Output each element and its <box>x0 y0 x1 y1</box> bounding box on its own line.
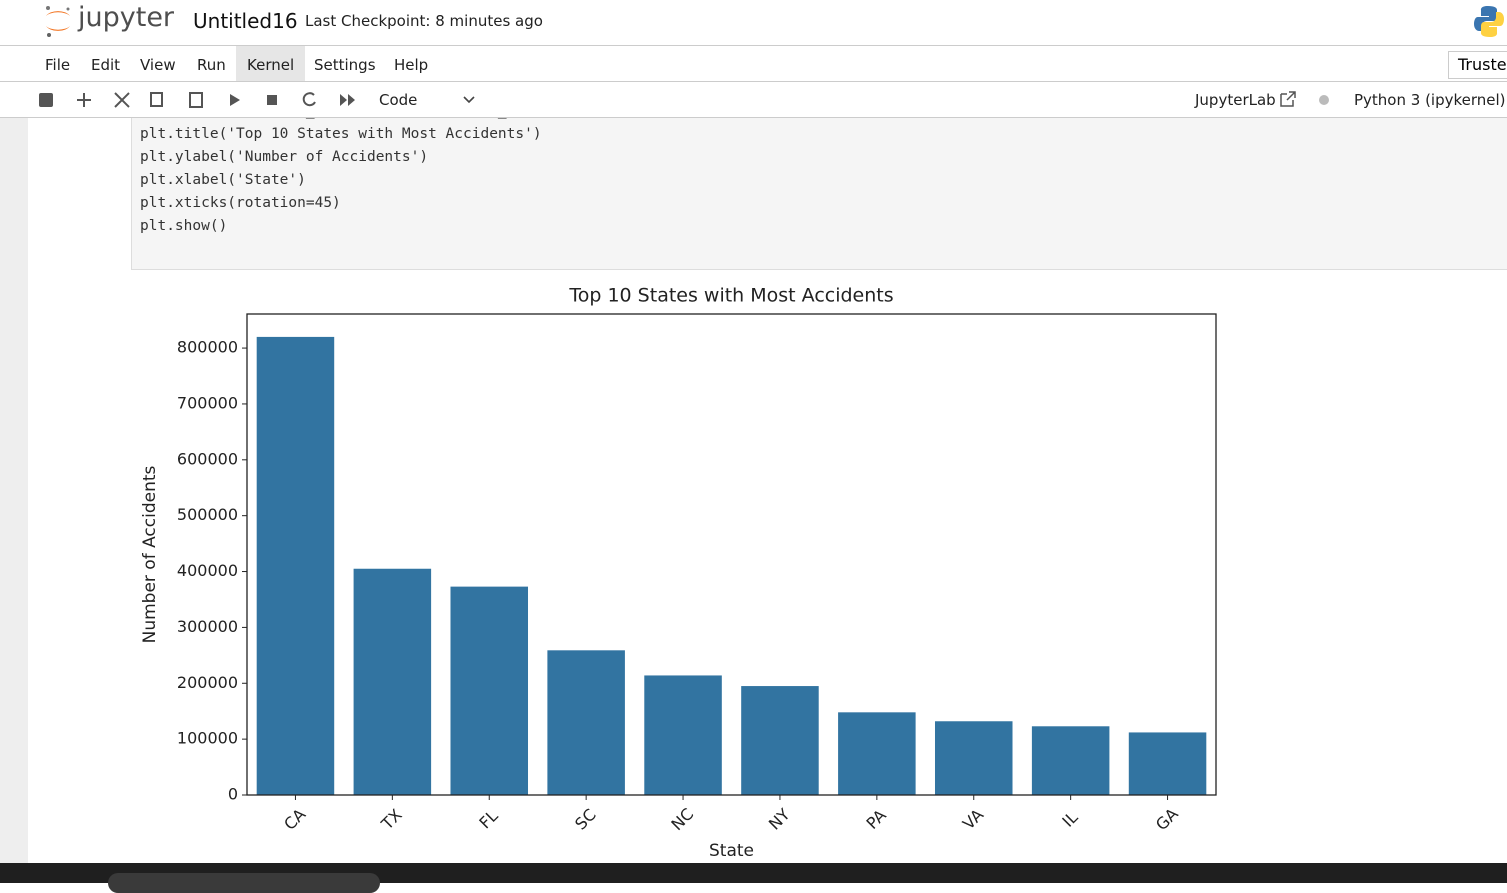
notebook-name[interactable]: Untitled16 <box>193 9 298 33</box>
y-tick-label: 600000 <box>177 449 238 468</box>
x-tick-label: IL <box>1058 808 1081 831</box>
bar <box>741 686 819 795</box>
trusted-indicator[interactable]: Trusted <box>1448 51 1507 79</box>
y-tick-label: 200000 <box>177 673 238 692</box>
paste-icon[interactable] <box>189 92 203 108</box>
code-line: plt.title('Top 10 States with Most Accid… <box>140 126 542 142</box>
bar <box>353 568 432 795</box>
bar <box>1031 726 1110 795</box>
python-logo <box>1474 6 1504 37</box>
y-tick-label: 100000 <box>177 729 238 748</box>
x-tick-label: NC <box>667 804 697 834</box>
y-tick-label: 700000 <box>177 393 238 412</box>
x-tick-label: CA <box>280 805 309 834</box>
x-tick-label: GA <box>1152 804 1182 834</box>
notebook-area: sns.barplot(x=state_counts.index, y=stat… <box>0 117 1507 863</box>
menu-item[interactable]: Kernel <box>236 46 306 81</box>
x-tick-label: NY <box>765 805 794 834</box>
bar <box>256 336 335 795</box>
search-box[interactable] <box>108 873 380 893</box>
cell-type[interactable]: Code <box>379 91 418 109</box>
checkpoint: Last Checkpoint: 8 minutes ago <box>305 12 543 30</box>
restart-icon[interactable] <box>302 92 316 107</box>
code-line: sns.barplot(x=state_counts.index, y=stat… <box>140 117 629 119</box>
y-tick-label: 300000 <box>177 617 238 636</box>
x-axis-label: State <box>709 841 754 861</box>
bar <box>838 712 916 795</box>
menu-item[interactable]: View <box>140 56 176 74</box>
code-line: plt.ylabel('Number of Accidents') <box>140 149 429 165</box>
kernel-name[interactable]: Python 3 (ipykernel) <box>1354 91 1506 109</box>
code-line: plt.xticks(rotation=45) <box>140 195 341 211</box>
save-icon[interactable] <box>39 93 53 107</box>
x-tick-label: TX <box>377 805 406 834</box>
dropdown-arrow[interactable] <box>462 94 476 106</box>
y-tick-label: 400000 <box>177 561 238 580</box>
y-tick-label: 500000 <box>177 505 238 524</box>
taskbar <box>0 863 1507 893</box>
jupyter-icon <box>46 6 70 37</box>
y-tick-label: 800000 <box>177 338 238 357</box>
kernel-status-icon <box>1319 95 1329 105</box>
external-link-icon <box>1280 91 1296 107</box>
jupyterlab-link[interactable]: JupyterLab <box>1195 91 1276 109</box>
menu-item[interactable]: File <box>45 56 71 74</box>
menu-item[interactable]: Run <box>197 56 226 74</box>
run-icon[interactable] <box>230 94 240 106</box>
add-icon[interactable] <box>77 93 91 107</box>
menu-item[interactable]: Settings <box>314 56 376 74</box>
chart-title: Top 10 States with Most Accidents <box>568 285 893 307</box>
copy-icon[interactable] <box>150 92 163 107</box>
y-tick-label: 0 <box>228 785 238 804</box>
bar <box>644 675 722 795</box>
x-tick-label: VA <box>959 805 987 833</box>
cut-icon[interactable] <box>114 92 130 108</box>
bar <box>1128 732 1207 795</box>
menu-item[interactable]: Help <box>394 56 429 74</box>
bar <box>934 721 1013 795</box>
stop-icon[interactable] <box>267 95 277 105</box>
menu-bar: Trusted File Edit View Run Kernel Settings Hel… <box>0 46 1507 82</box>
chart: Top 10 States with Most Accidents State Nu… <box>140 285 1217 861</box>
run-all-icon[interactable] <box>340 94 355 106</box>
bar <box>547 650 625 795</box>
y-axis-label: Number of Accidents <box>140 465 160 643</box>
code-line: plt.xlabel('State') <box>140 172 306 188</box>
toolbar-icons <box>39 92 355 108</box>
logo-text: jupyter <box>78 2 175 33</box>
x-tick-label: FL <box>475 806 501 832</box>
menu-item[interactable]: Edit <box>91 56 121 74</box>
axes-frame <box>246 313 1217 796</box>
toolbar: Code JupyterLab Python 3 (ipykernel) <box>0 82 1507 118</box>
header: jupyter Untitled16 Last Checkpoint: 8 mi… <box>0 0 1507 46</box>
code-cell[interactable]: sns.barplot(x=state_counts.index, y=stat… <box>131 117 1507 270</box>
x-tick-label: SC <box>571 805 600 834</box>
bar <box>450 586 529 795</box>
code-line: plt.show() <box>140 218 228 234</box>
x-tick-label: PA <box>863 806 890 833</box>
